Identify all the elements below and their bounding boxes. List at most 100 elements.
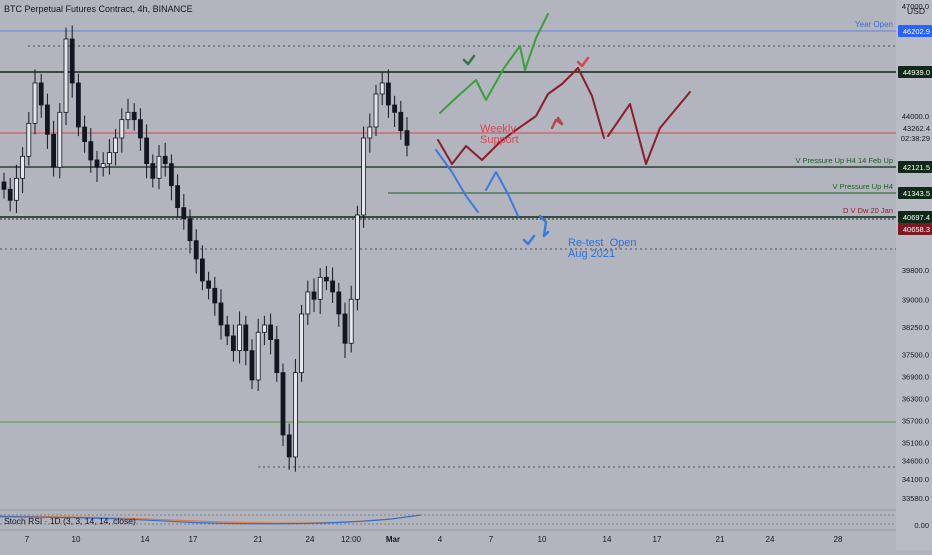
- time-tick-label: 24: [306, 535, 315, 544]
- indicator-label[interactable]: Stoch RSI · 1D (3, 3, 14, 14, close): [4, 516, 136, 526]
- candle-body: [230, 335, 236, 352]
- candle-body: [385, 82, 391, 106]
- candle-body: [76, 82, 81, 128]
- tag-level-b: 42121.5: [903, 163, 930, 172]
- candle-body: [274, 339, 280, 374]
- candle-body: [7, 188, 13, 201]
- candle-body: [187, 218, 193, 242]
- candle-body: [20, 155, 26, 179]
- candle-body: [1, 181, 7, 190]
- candle-body: [336, 291, 342, 315]
- candle-body: [398, 111, 404, 132]
- price-axis: [896, 0, 932, 550]
- candle-body: [175, 185, 181, 209]
- tag-level-c-bg: [898, 187, 932, 199]
- candle-body: [330, 280, 336, 293]
- tag-level-a-bg: [898, 66, 932, 78]
- candle-body: [57, 111, 63, 168]
- green-forecast-path: [439, 13, 549, 114]
- candle-body: [255, 331, 261, 381]
- currency-label[interactable]: USD: [907, 6, 925, 16]
- candle-body: [156, 155, 162, 179]
- candle-body: [94, 159, 100, 168]
- candle-body: [13, 177, 19, 201]
- candle-body: [100, 163, 106, 168]
- tag-level-d-bg: [898, 211, 932, 223]
- chart-title: BTC Perpetual Futures Contract, 4h, BINA…: [4, 4, 193, 14]
- candle-body: [249, 350, 255, 381]
- candle-body: [354, 214, 360, 300]
- candle-body: [348, 298, 354, 344]
- candle-body: [243, 324, 249, 352]
- dvdw-label: D V Dw 20 Jan: [843, 206, 893, 215]
- candle-body: [119, 119, 125, 139]
- candle-body: [107, 152, 112, 165]
- tag-level-c: 41343.5: [903, 189, 930, 198]
- year-open-label: Year Open: [855, 20, 893, 29]
- time-tick-label: 4: [438, 535, 443, 544]
- arrow-down: [538, 214, 550, 238]
- time-tick-label: 17: [189, 535, 198, 544]
- candle-body: [237, 324, 243, 352]
- check-mark: [576, 56, 590, 68]
- candle-body: [361, 137, 367, 216]
- candle-body: [26, 122, 32, 157]
- tag-level-a: 44939.0: [903, 68, 930, 77]
- price-tick-label: 39000.0: [902, 295, 929, 304]
- price-tick-label: 35700.0: [902, 416, 929, 425]
- candle-body: [131, 111, 137, 121]
- tag-level-d: 40697.4: [903, 213, 930, 222]
- candle-body: [342, 313, 348, 344]
- price-tick-label: 33580.0: [902, 494, 929, 503]
- tag-countdown: 02:38:29: [901, 134, 930, 143]
- arrow-up: [550, 116, 564, 130]
- candle-body: [404, 130, 410, 146]
- candle-body: [113, 137, 118, 154]
- candle-body: [292, 372, 298, 458]
- stoch-k-line: [0, 514, 421, 525]
- candle-body: [168, 163, 174, 187]
- time-tick-label: 7: [489, 535, 494, 544]
- stoch-axis-label: 0.00: [914, 521, 929, 530]
- candle-body: [199, 258, 205, 282]
- candle-body: [69, 38, 75, 84]
- candle-body: [367, 126, 373, 139]
- candle-body: [286, 434, 292, 458]
- candle-body: [379, 82, 385, 95]
- candle-body: [38, 82, 44, 106]
- price-tick-label: 38250.0: [902, 323, 929, 332]
- candle-body: [150, 163, 156, 179]
- weekly-support-annotation[interactable]: Weekly Support: [480, 123, 519, 146]
- time-tick-label: 10: [72, 535, 81, 544]
- pressure-label: V Pressure Up H4: [833, 182, 893, 191]
- candle-body: [280, 372, 286, 436]
- candle-body: [144, 137, 150, 165]
- candle-body: [323, 276, 329, 282]
- candle-body: [32, 82, 38, 124]
- tag-level-e: 40658.3: [903, 225, 930, 234]
- candle-body: [218, 302, 224, 326]
- price-tick-label: 47000.0: [902, 2, 929, 11]
- candle-body: [82, 126, 87, 143]
- check-mark: [462, 54, 476, 66]
- retest-annotation[interactable]: Re-test Open Aug 2021: [568, 237, 637, 260]
- pressure-label: V Pressure Up H4 14 Feb Up: [795, 156, 893, 165]
- candle-body: [317, 276, 323, 300]
- time-tick-label: 24: [766, 535, 775, 544]
- time-tick-label: Mar: [386, 535, 400, 544]
- candle-body: [181, 207, 187, 220]
- plot-background: [0, 0, 896, 510]
- candle-body: [162, 155, 168, 165]
- price-tick-label: 39800.0: [902, 266, 929, 275]
- blue-forecast-path: [485, 171, 519, 217]
- tag-year-open: 46202.9: [903, 27, 930, 36]
- red-forecast-path: [437, 67, 579, 165]
- time-tick-label: 12:00: [341, 535, 362, 544]
- red-forecast-path: [577, 67, 605, 139]
- candle-body: [311, 291, 317, 300]
- blue-forecast-path: [435, 149, 479, 213]
- candle-body: [137, 119, 143, 139]
- candle-body: [193, 240, 199, 260]
